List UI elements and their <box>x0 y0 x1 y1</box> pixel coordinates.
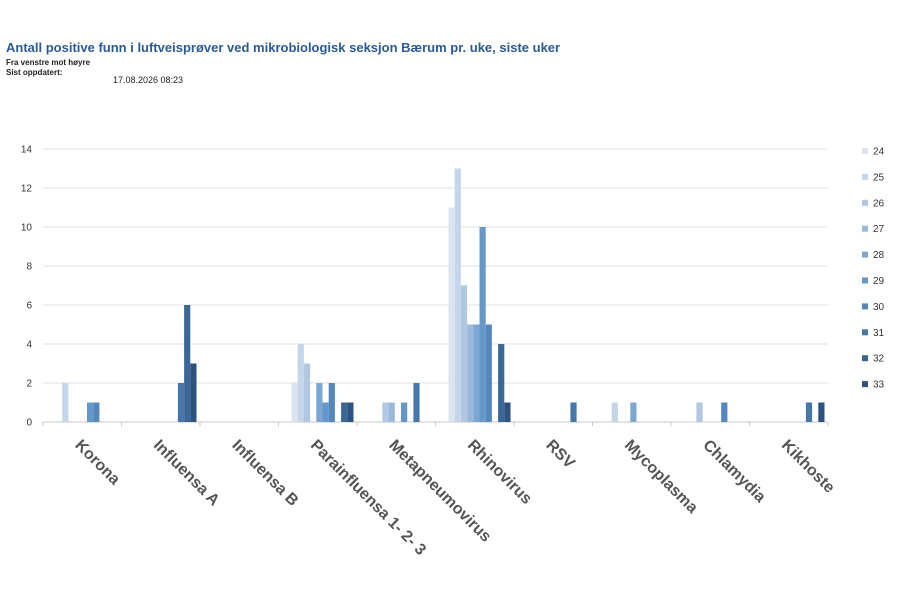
bar <box>87 402 94 422</box>
legend-swatch <box>862 381 868 388</box>
legend-label: 33 <box>873 380 885 391</box>
x-category-label: RSV <box>542 437 578 473</box>
bar <box>413 383 420 422</box>
bar <box>190 363 197 422</box>
y-tick-label: 8 <box>26 262 32 273</box>
x-category-label: Chlamydia <box>699 437 768 506</box>
bar <box>460 285 468 422</box>
y-tick-label: 2 <box>26 379 32 390</box>
x-category-label: Influensa A <box>150 437 223 510</box>
bar <box>498 344 505 422</box>
y-tick-label: 14 <box>21 145 33 156</box>
bar <box>504 402 511 422</box>
bar <box>322 402 329 422</box>
legend-swatch <box>862 148 868 154</box>
bar <box>303 363 311 422</box>
bar <box>611 402 618 422</box>
chart-subtitle: Fra venstre mot høyre <box>6 58 91 67</box>
bar <box>805 402 813 422</box>
bar <box>184 305 191 422</box>
updated-value: 17.08.2026 08:23 <box>113 75 184 85</box>
y-tick-label: 6 <box>26 301 32 312</box>
legend-label: 25 <box>873 172 885 183</box>
legend-label: 30 <box>873 302 885 313</box>
bar <box>316 383 323 422</box>
legend-label: 29 <box>873 276 885 287</box>
bar <box>630 402 637 422</box>
legend-label: 26 <box>873 198 885 209</box>
bar <box>454 168 461 422</box>
bar <box>297 344 304 422</box>
bar <box>448 207 455 422</box>
legend-label: 27 <box>873 224 885 235</box>
legend-swatch <box>862 251 868 258</box>
legend-label: 32 <box>873 354 885 365</box>
updated-label: Sist oppdatert: <box>6 68 63 77</box>
bar <box>479 227 486 422</box>
bar <box>388 402 395 422</box>
bar <box>291 383 298 422</box>
legend-label: 24 <box>873 147 885 158</box>
bar <box>818 402 825 422</box>
y-tick-label: 4 <box>26 340 32 351</box>
legend-label: 28 <box>873 250 885 261</box>
bar <box>62 383 69 422</box>
bar <box>696 402 703 422</box>
legend-swatch <box>862 355 868 362</box>
bar <box>485 324 492 422</box>
bar <box>341 402 348 422</box>
bar <box>177 383 185 422</box>
legend-swatch <box>862 329 868 336</box>
legend-swatch <box>862 199 868 206</box>
y-tick-label: 0 <box>26 418 32 429</box>
bar <box>721 402 728 422</box>
bar <box>401 402 408 422</box>
x-category-label: Rhinovirus <box>464 437 535 508</box>
legend-swatch <box>862 303 868 310</box>
legend-swatch <box>862 277 868 284</box>
x-category-label: Mycoplasma <box>621 437 701 517</box>
chart-title: Antall positive funn i luftveisprøver ve… <box>6 40 561 55</box>
bar <box>382 402 389 422</box>
x-category-label: Kikhoste <box>778 437 838 497</box>
legend-label: 31 <box>873 328 885 339</box>
bar <box>570 402 577 422</box>
x-category-label: Korona <box>71 437 123 489</box>
y-tick-label: 12 <box>21 184 33 195</box>
bar <box>347 402 354 422</box>
y-tick-label: 10 <box>21 223 33 234</box>
bar <box>328 383 335 422</box>
bar <box>467 324 474 422</box>
legend-swatch <box>862 173 868 180</box>
legend-swatch <box>862 225 868 232</box>
bar <box>473 324 480 422</box>
bar <box>93 402 100 422</box>
x-category-label: Influensa B <box>228 437 301 510</box>
